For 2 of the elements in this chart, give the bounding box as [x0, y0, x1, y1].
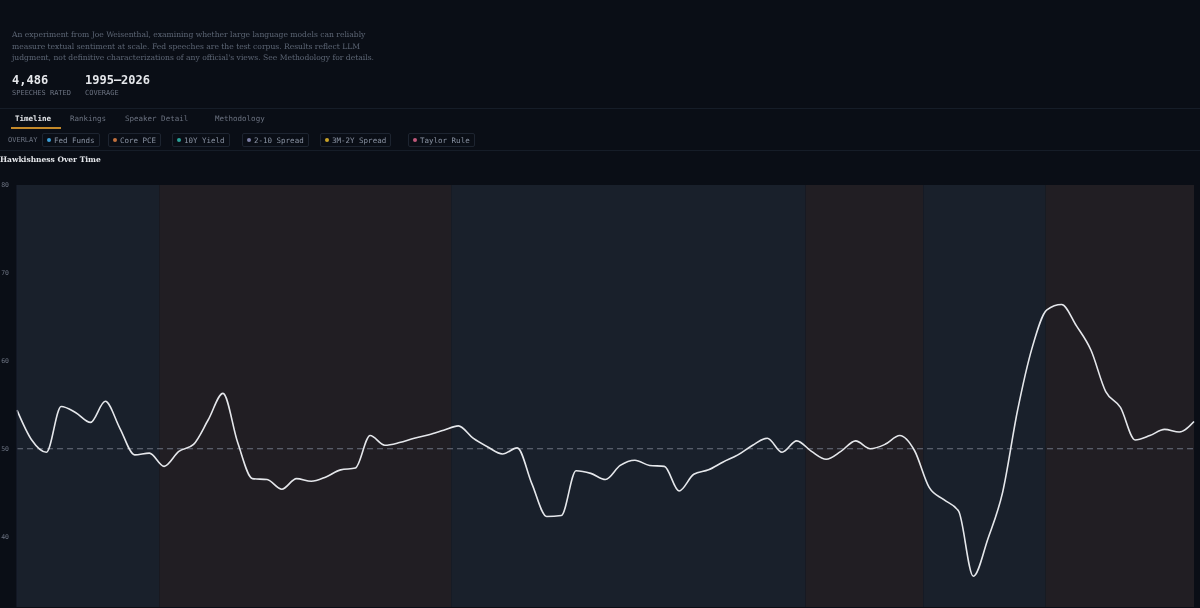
- text: 1995–2026: [85, 73, 151, 87]
- text: 4,486: [12, 73, 49, 87]
